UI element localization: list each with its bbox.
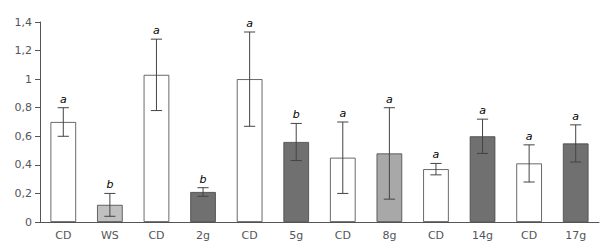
svg-text:CD: CD (521, 229, 537, 242)
svg-text:a: a (572, 110, 579, 123)
svg-text:b: b (106, 178, 113, 191)
svg-text:b: b (293, 108, 300, 121)
svg-text:14g: 14g (472, 229, 493, 242)
svg-text:0,2: 0,2 (15, 187, 33, 200)
svg-text:8g: 8g (382, 229, 396, 242)
svg-text:0: 0 (25, 216, 32, 229)
svg-text:a: a (60, 93, 67, 106)
svg-text:17g: 17g (565, 229, 586, 242)
svg-text:a: a (433, 148, 440, 161)
svg-text:a: a (479, 104, 486, 117)
svg-text:1,2: 1,2 (15, 44, 33, 57)
svg-text:2g: 2g (196, 229, 210, 242)
svg-text:CD: CD (148, 229, 164, 242)
svg-text:a: a (339, 107, 346, 120)
svg-text:0,8: 0,8 (15, 101, 33, 114)
svg-text:CD: CD (428, 229, 444, 242)
svg-text:0,4: 0,4 (15, 158, 33, 171)
svg-text:CD: CD (55, 229, 71, 242)
svg-text:0,6: 0,6 (15, 130, 33, 143)
svg-text:CD: CD (242, 229, 258, 242)
svg-text:a: a (246, 17, 253, 30)
svg-text:CD: CD (335, 229, 351, 242)
svg-text:a: a (386, 93, 393, 106)
svg-text:1,4: 1,4 (15, 16, 33, 29)
svg-text:a: a (526, 130, 533, 143)
svg-text:5g: 5g (289, 229, 303, 242)
svg-text:b: b (200, 173, 207, 186)
svg-text:1: 1 (25, 73, 32, 86)
svg-text:a: a (153, 24, 160, 37)
svg-text:WS: WS (101, 229, 119, 242)
